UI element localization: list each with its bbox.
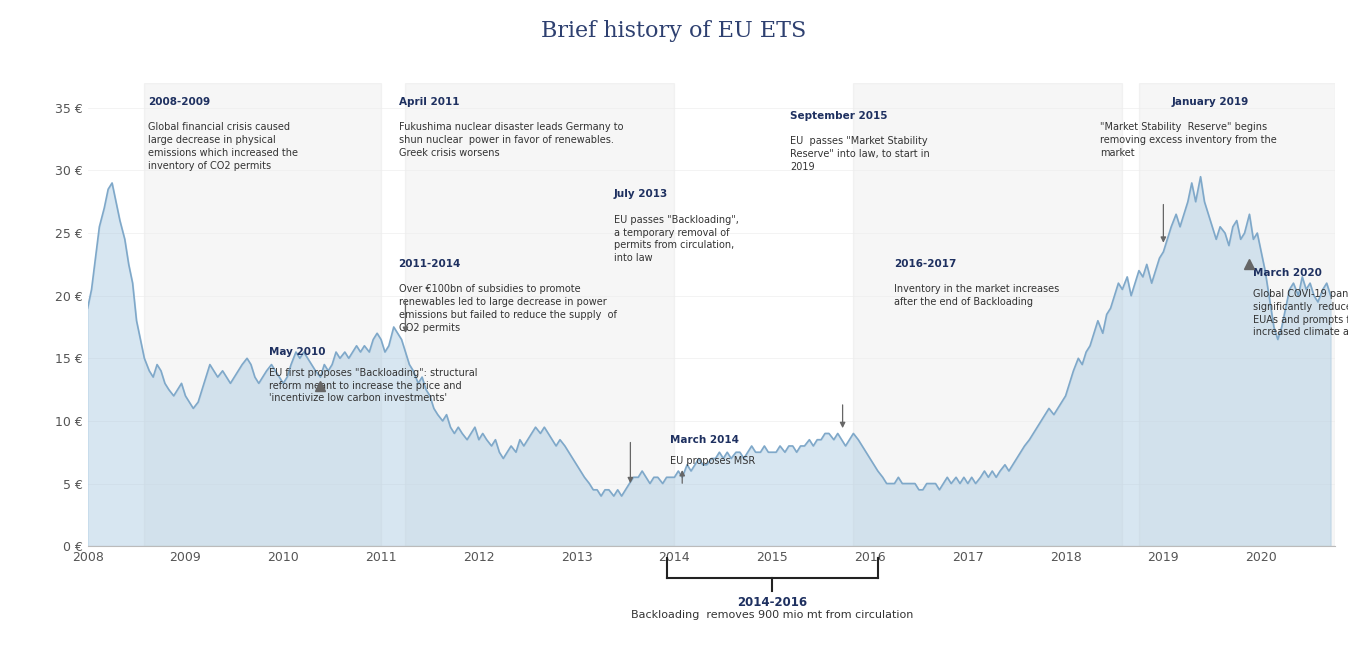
Text: 2011-2014: 2011-2014 <box>399 259 461 269</box>
Text: 2014-2016: 2014-2016 <box>737 596 807 610</box>
Bar <box>853 83 1123 546</box>
Text: Fukushima nuclear disaster leads Germany to
shun nuclear  power in favor of rene: Fukushima nuclear disaster leads Germany… <box>399 122 623 158</box>
Bar <box>144 83 381 546</box>
Text: Inventory in the market increases
after the end of Backloading: Inventory in the market increases after … <box>895 285 1060 307</box>
Bar <box>1139 83 1335 546</box>
Text: EU proposes MSR: EU proposes MSR <box>670 455 755 466</box>
Text: "Market Stability  Reserve" begins
removing excess inventory from the
market: "Market Stability Reserve" begins removi… <box>1100 122 1277 158</box>
Text: Global financial crisis caused
large decrease in physical
emissions which increa: Global financial crisis caused large dec… <box>148 122 298 171</box>
Text: March 2020: March 2020 <box>1254 268 1322 278</box>
Text: March 2014: March 2014 <box>670 435 739 445</box>
Text: Backloading  removes 900 mio mt from circulation: Backloading removes 900 mio mt from circ… <box>631 610 914 620</box>
Text: January 2019: January 2019 <box>1171 97 1248 107</box>
Text: Global COVI-19 pandemic
significantly  reduces demand for
EUAs and prompts fresh: Global COVI-19 pandemic significantly re… <box>1254 289 1348 338</box>
Text: April 2011: April 2011 <box>399 97 460 107</box>
Bar <box>406 83 674 546</box>
Text: EU passes "Backloading",
a temporary removal of
permits from circulation,
into l: EU passes "Backloading", a temporary rem… <box>613 215 739 263</box>
Text: 2008-2009: 2008-2009 <box>148 97 210 107</box>
Text: July 2013: July 2013 <box>613 189 669 199</box>
Text: 2016-2017: 2016-2017 <box>895 259 957 269</box>
Text: May 2010: May 2010 <box>268 347 325 357</box>
Text: EU  passes "Market Stability
Reserve" into law, to start in
2019: EU passes "Market Stability Reserve" int… <box>790 136 930 171</box>
Text: September 2015: September 2015 <box>790 111 887 120</box>
Text: Brief history of EU ETS: Brief history of EU ETS <box>542 20 806 42</box>
Text: Over €100bn of subsidies to promote
renewables led to large decrease in power
em: Over €100bn of subsidies to promote rene… <box>399 285 616 333</box>
Text: EU first proposes "Backloading": structural
reform meant to increase the price a: EU first proposes "Backloading": structu… <box>268 368 477 403</box>
